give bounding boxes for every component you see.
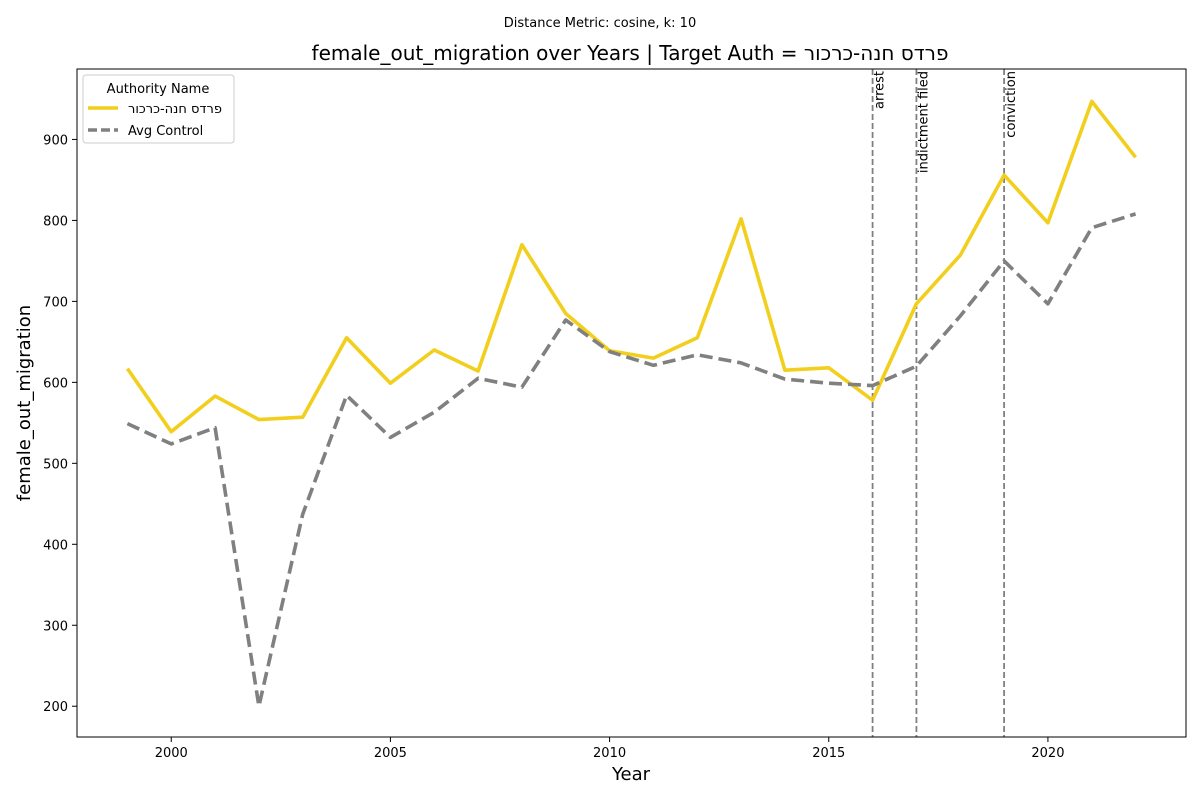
- chart-suptitle: Distance Metric: cosine, k: 10: [504, 16, 696, 31]
- legend-title: Authority Name: [107, 82, 210, 97]
- chart-title: female_out_migration over Years | Target…: [312, 41, 949, 65]
- legend-label-1: Avg Control: [128, 124, 203, 139]
- x-tick-label-3: 2015: [812, 746, 845, 761]
- legend-box: [82, 74, 235, 144]
- plot-frame: [76, 68, 1187, 738]
- y-tick-label-1: 300: [43, 619, 68, 634]
- legend-label-0: פרדס חנה-כרכור: [128, 102, 222, 117]
- y-tick-label-0: 200: [43, 700, 68, 715]
- y-tick-label-5: 700: [43, 295, 68, 310]
- event-label-0: arrest: [873, 71, 888, 109]
- series-line-1: [126, 212, 1137, 709]
- y-tick-label-7: 900: [43, 133, 68, 148]
- legend: Authority Name פרדס חנה-כרכור Avg Control: [82, 74, 235, 144]
- y-tick-label-2: 400: [43, 538, 68, 553]
- y-tick-label-3: 500: [43, 457, 68, 472]
- y-tick-label-4: 600: [43, 376, 68, 391]
- series-line-0: [125, 99, 1138, 434]
- event-label-1: indictment filed: [916, 71, 931, 173]
- event-label-2: conviction: [1004, 71, 1019, 138]
- x-tick-label-2: 2010: [593, 746, 626, 761]
- y-tick-label-6: 800: [43, 214, 68, 229]
- x-axis-label: Year: [611, 764, 651, 785]
- y-axis-label: female_out_migration: [14, 305, 35, 501]
- x-tick-label-4: 2020: [1031, 746, 1064, 761]
- x-tick-label-1: 2005: [374, 746, 407, 761]
- x-tick-label-0: 2000: [155, 746, 188, 761]
